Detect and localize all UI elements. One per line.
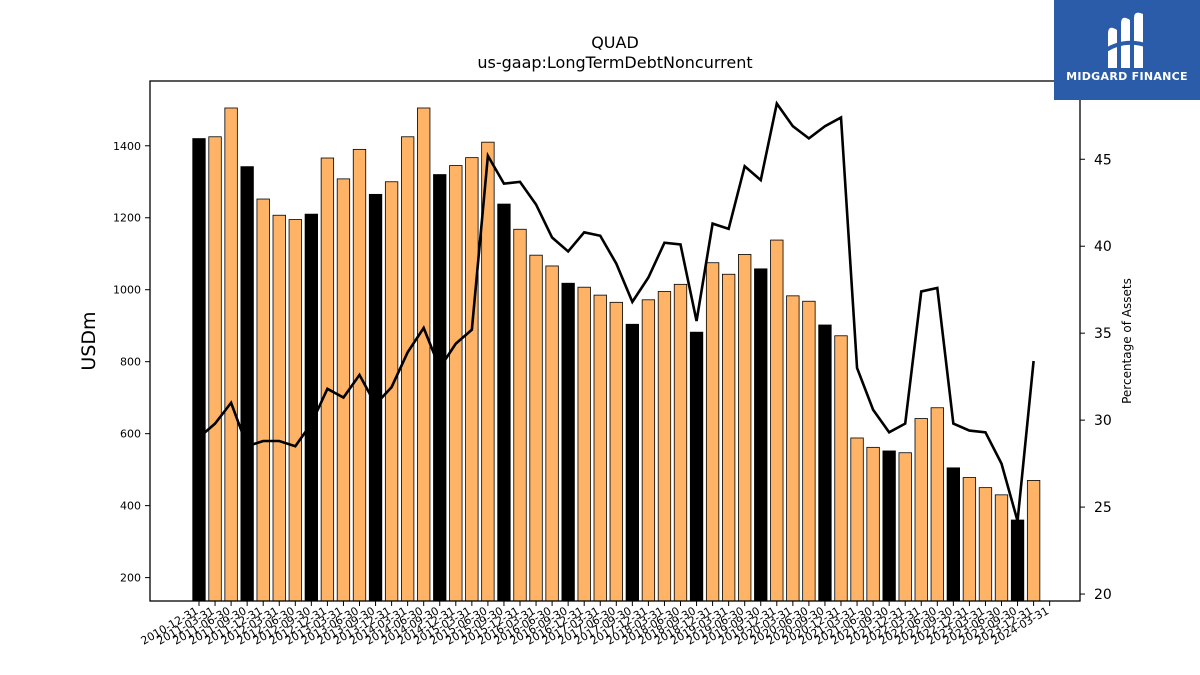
y-tick-label: 600: [120, 428, 141, 441]
bar-2016-03-31: [529, 254, 543, 602]
bar-2015-12-31: [513, 228, 527, 602]
bar-2019-12-31: [770, 239, 784, 602]
x-axis: 2010-12-312011-03-312011-06-302011-09-30…: [139, 601, 1051, 648]
bar-2014-03-31: [400, 136, 415, 602]
bar-2011-03-31: [208, 136, 222, 602]
bar-2022-06-30: [930, 407, 944, 602]
y-axis-label: USDm: [78, 311, 100, 370]
bar-2021-09-30: [882, 450, 896, 602]
y2-tick-label: 30: [1094, 413, 1112, 429]
bar-2022-03-31: [914, 418, 928, 602]
y-tick-label: 800: [120, 356, 141, 369]
bar-2018-03-31: [657, 291, 672, 602]
bar-2022-12-31: [962, 477, 977, 602]
bar-2012-09-30: [304, 213, 319, 602]
bar-2020-03-31: [786, 295, 800, 602]
y-tick-label: 200: [120, 572, 141, 585]
bar-2011-06-30: [224, 107, 238, 602]
bar-2017-09-30: [625, 323, 639, 602]
bar-2016-09-30: [561, 282, 575, 602]
bar-2020-12-31: [834, 335, 848, 602]
y2-tick-label: 25: [1094, 500, 1112, 516]
bar-2015-09-30: [497, 203, 511, 602]
percentage-line: [198, 100, 1035, 522]
bar-2021-03-31: [850, 437, 864, 602]
bar-2010-12-31: [192, 138, 206, 602]
chart-title: QUAD: [591, 33, 639, 52]
y-axis-left: 200 400 600 800 1000 1200 1400: [113, 140, 150, 585]
bar-2016-12-31: [577, 286, 591, 602]
bar-2021-06-30: [866, 446, 880, 602]
y2-axis-label: Percentage of Assets: [1120, 278, 1134, 404]
y2-tick-label: 35: [1094, 326, 1112, 342]
bar-2016-06-30: [545, 265, 559, 602]
logo-text: MIDGARD FINANCE: [1066, 70, 1188, 83]
bar-2020-09-30: [818, 324, 832, 602]
bar-2014-09-30: [433, 174, 447, 602]
bar-2017-12-31: [641, 299, 656, 602]
bar-2019-09-30: [754, 268, 768, 602]
bar-2017-03-31: [593, 294, 607, 602]
midgard-logo-icon: [1104, 12, 1149, 69]
y2-tick-label: 40: [1094, 239, 1112, 255]
chart-subtitle: us-gaap:LongTermDebtNoncurrent: [477, 53, 752, 72]
bar-2011-12-31: [256, 198, 270, 602]
line-series: [198, 100, 1035, 522]
y-tick-label: 1400: [113, 140, 141, 153]
bar-2020-06-30: [802, 300, 816, 602]
bar-2011-09-30: [240, 166, 254, 602]
bar-2012-06-30: [288, 219, 302, 602]
bar-2023-03-31: [978, 487, 993, 602]
bar-2023-06-30: [994, 494, 1009, 602]
bar-2015-03-31: [465, 157, 479, 602]
plot-frame: [149, 80, 1081, 602]
bar-2019-03-31: [722, 273, 736, 602]
bar-2014-06-30: [417, 107, 431, 602]
bar-2021-12-31: [898, 452, 912, 602]
bar-2014-12-31: [449, 165, 463, 602]
bar-2022-09-30: [946, 467, 960, 602]
bar-2017-06-30: [609, 301, 623, 602]
bar-2019-06-30: [738, 254, 752, 602]
bar-2023-12-31: [1026, 480, 1041, 602]
bar-2018-12-31: [705, 262, 720, 602]
y-tick-label: 1200: [113, 212, 141, 225]
bar-2018-06-30: [673, 283, 688, 602]
y-tick-label: 400: [120, 500, 141, 513]
y-tick-label: 1000: [113, 284, 141, 297]
y-axis-right: 20 25 30 35 40 45: [1080, 152, 1112, 603]
bar-2018-09-30: [689, 331, 704, 602]
bar-2023-09-30: [1010, 519, 1025, 602]
y2-tick-label: 45: [1094, 152, 1112, 168]
brand-logo: MIDGARD FINANCE: [1054, 0, 1200, 100]
bar-2012-03-31: [272, 214, 286, 602]
y2-tick-label: 20: [1094, 587, 1112, 603]
bar-2012-12-31: [320, 157, 335, 602]
